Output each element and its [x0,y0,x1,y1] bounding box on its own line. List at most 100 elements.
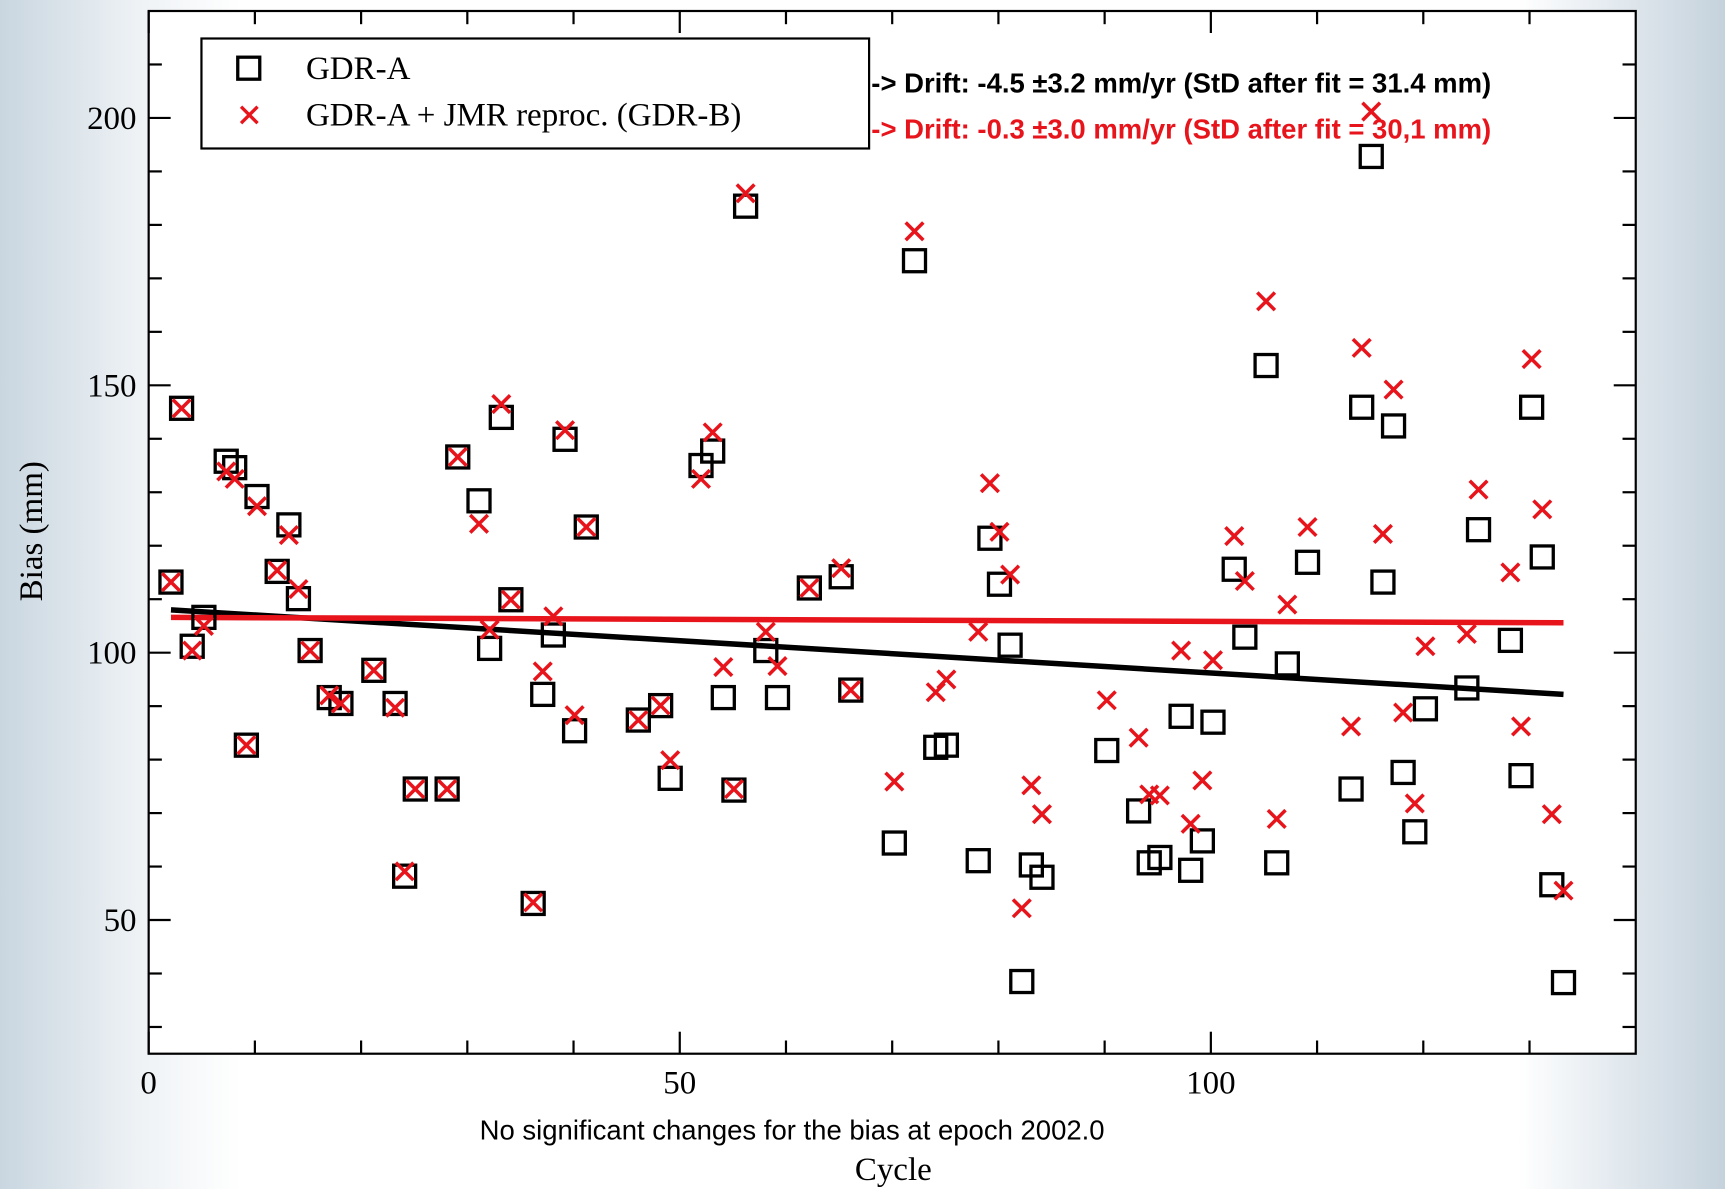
data-point [1468,479,1489,500]
data-point [224,468,245,489]
data-point [361,657,387,683]
data-point [997,632,1023,658]
data-point [1541,804,1562,825]
data-point [158,569,184,595]
data-point [394,861,415,882]
x-tick-label: 50 [663,1065,696,1101]
caption: No significant changes for the bias at e… [480,1115,1105,1146]
data-point [402,776,428,802]
data-point [540,622,567,648]
data-point [986,571,1013,597]
data-point [445,444,471,470]
data-point [168,395,195,421]
y-tick-label: 50 [104,903,137,939]
data-point [1380,413,1407,439]
y-tick-label: 200 [87,101,136,137]
data-point [690,468,712,489]
data-point [1361,101,1382,122]
data-point [1171,640,1192,661]
data-point [1202,650,1224,671]
data-point [904,221,925,242]
data-point [1390,759,1416,786]
legend-marker [236,55,262,81]
data-point [1189,828,1216,854]
data-point [1011,898,1032,919]
data-point [576,516,597,538]
data-point [965,848,991,874]
data-point [968,621,989,642]
data-point [1256,291,1277,312]
data-point [1456,623,1477,644]
data-point [500,589,521,610]
data-point [1096,690,1117,711]
data-point [1180,813,1201,834]
data-point [160,572,182,593]
data-point [1029,864,1055,890]
data-point [702,422,723,443]
data-point [1465,517,1492,543]
data-point [1149,785,1170,806]
data-point [1253,352,1279,379]
data-point [182,640,203,661]
data-point [288,578,309,600]
data-point [1412,696,1439,722]
plot-frame [147,9,1637,1055]
data-point [1383,379,1404,400]
data-point [363,660,384,681]
data-point [278,524,299,546]
data-point [1349,394,1375,420]
fit-line [170,607,1564,698]
data-point [1351,337,1372,358]
data-point [468,513,490,534]
data-point [936,669,957,690]
data-point [300,640,321,661]
data-point [1277,594,1298,615]
data-point [564,705,585,726]
data-point [1402,819,1428,845]
data-point [193,615,214,636]
data-point [1521,349,1542,370]
legend-label: GDR-A + JMR reproc. (GDR-B) [306,97,741,133]
data-point [713,657,734,678]
data-point [657,765,683,791]
data-point [328,690,354,717]
data-point [977,525,1003,551]
data-point [561,718,588,744]
data-point [1192,770,1213,791]
data-point [1358,143,1384,170]
data-point [1264,850,1290,876]
data-point [233,732,260,758]
data-point [933,732,960,758]
data-point [476,635,503,662]
data-point [1518,394,1545,420]
data-point [437,778,458,800]
y-tick-label: 150 [87,368,136,404]
data-point [1341,716,1362,737]
data-point [498,587,524,613]
data-point [1094,737,1120,764]
data-point [979,473,1000,494]
data-point [1497,627,1524,654]
data-point [543,606,564,627]
data-point [179,633,205,659]
legend-marker [239,105,259,125]
data-point [1529,544,1555,570]
data-point [767,655,788,677]
data-point [405,778,426,800]
data-point [723,778,744,800]
legend [200,37,871,150]
data-point [1393,702,1414,723]
data-point [650,695,671,716]
data-point [171,398,192,419]
data-point [1000,564,1021,585]
data-point [884,771,905,792]
data-point [297,637,323,664]
data-point [236,735,257,756]
data-point [881,830,907,856]
data-point [1372,523,1393,545]
data-point [330,693,351,714]
data-point [1031,804,1053,825]
data-point [647,692,674,719]
data-point [755,621,776,642]
data-point [838,677,864,703]
